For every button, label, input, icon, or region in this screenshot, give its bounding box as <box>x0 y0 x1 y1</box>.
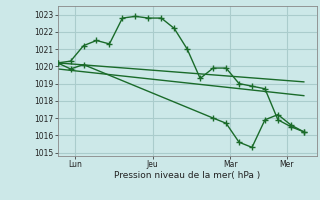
X-axis label: Pression niveau de la mer( hPa ): Pression niveau de la mer( hPa ) <box>114 171 260 180</box>
